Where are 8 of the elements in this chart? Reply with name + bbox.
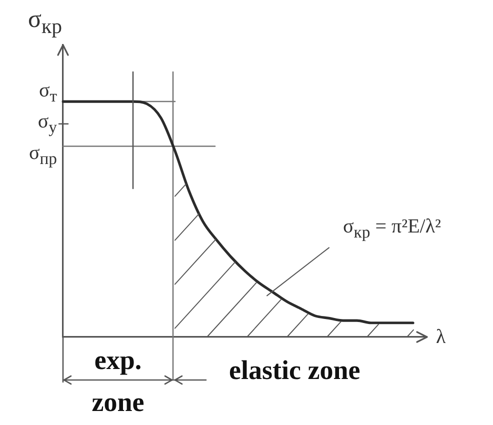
ref-line-label: σ$_{т}$	[38, 78, 57, 105]
ref-line-label: σ$_{пр}$	[28, 142, 57, 168]
annotation: σ$_{кр}$ = π²E/λ²	[343, 215, 442, 242]
text: σ$_{у}$	[38, 110, 57, 137]
x-axis-title: λ	[436, 326, 446, 348]
text: elastic zone	[229, 355, 360, 385]
text: exp. zone	[90, 344, 146, 419]
y-axis-title: σ$_{кр}$	[28, 6, 62, 38]
